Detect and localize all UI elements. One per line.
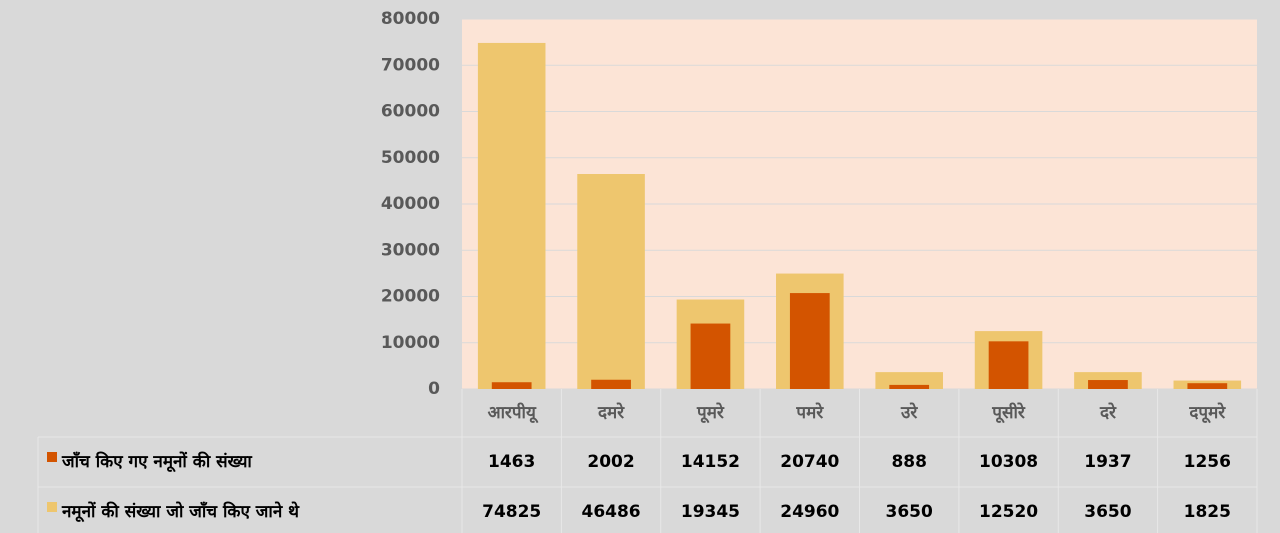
table-cell: 46486	[581, 502, 640, 522]
bar	[477, 42, 546, 389]
y-tick-label: 60000	[381, 102, 440, 122]
bar	[988, 341, 1029, 389]
bar	[789, 293, 830, 389]
y-tick-label: 70000	[381, 55, 440, 75]
table-cell: 24960	[780, 502, 839, 522]
table-cell: 1463	[488, 452, 535, 472]
x-tick-label: उरे	[900, 402, 918, 423]
table-cell: 3650	[886, 502, 933, 522]
table-cell: 20740	[780, 452, 839, 472]
x-tick-label: पूसीरे	[991, 402, 1026, 424]
table-cell: 19345	[681, 502, 740, 522]
y-tick-label: 80000	[381, 9, 440, 29]
bar	[889, 384, 930, 389]
legend-swatch	[47, 452, 57, 462]
bar	[1187, 383, 1228, 389]
table-cell: 1825	[1184, 502, 1231, 522]
legend-label: जाँच किए गए नमूनों की संख्या	[61, 451, 252, 473]
bar	[491, 382, 532, 389]
legend-label: नमूनों की संख्या जो जाँच किए जाने थे	[61, 501, 300, 523]
x-tick-label: दपूमरे	[1188, 402, 1226, 424]
table-cell: 10308	[979, 452, 1038, 472]
bar	[690, 323, 731, 389]
y-tick-label: 10000	[381, 333, 440, 353]
table-cell: 1937	[1084, 452, 1131, 472]
legend-swatch	[47, 502, 57, 512]
y-tick-label: 0	[428, 379, 440, 399]
y-tick-label: 40000	[381, 194, 440, 214]
x-tick-label: दमरे	[597, 402, 625, 423]
y-tick-label: 30000	[381, 240, 440, 260]
table-cell: 1256	[1184, 452, 1231, 472]
x-tick-label: आरपीयू	[488, 402, 539, 424]
table-cell: 888	[891, 452, 927, 472]
x-tick-label: पमरे	[795, 402, 824, 423]
bar	[577, 174, 645, 389]
bar	[1088, 380, 1128, 389]
table-cell: 12520	[979, 502, 1038, 522]
bar	[875, 372, 943, 389]
x-tick-label: पूमरे	[696, 402, 725, 424]
table-cell: 74825	[482, 502, 541, 522]
x-tick-label: दरे	[1099, 402, 1117, 423]
bar	[591, 379, 631, 389]
table-cell: 3650	[1084, 502, 1131, 522]
table-cell: 14152	[681, 452, 740, 472]
y-tick-label: 20000	[381, 287, 440, 307]
table-cell: 2002	[587, 452, 634, 472]
y-tick-label: 50000	[381, 148, 440, 168]
